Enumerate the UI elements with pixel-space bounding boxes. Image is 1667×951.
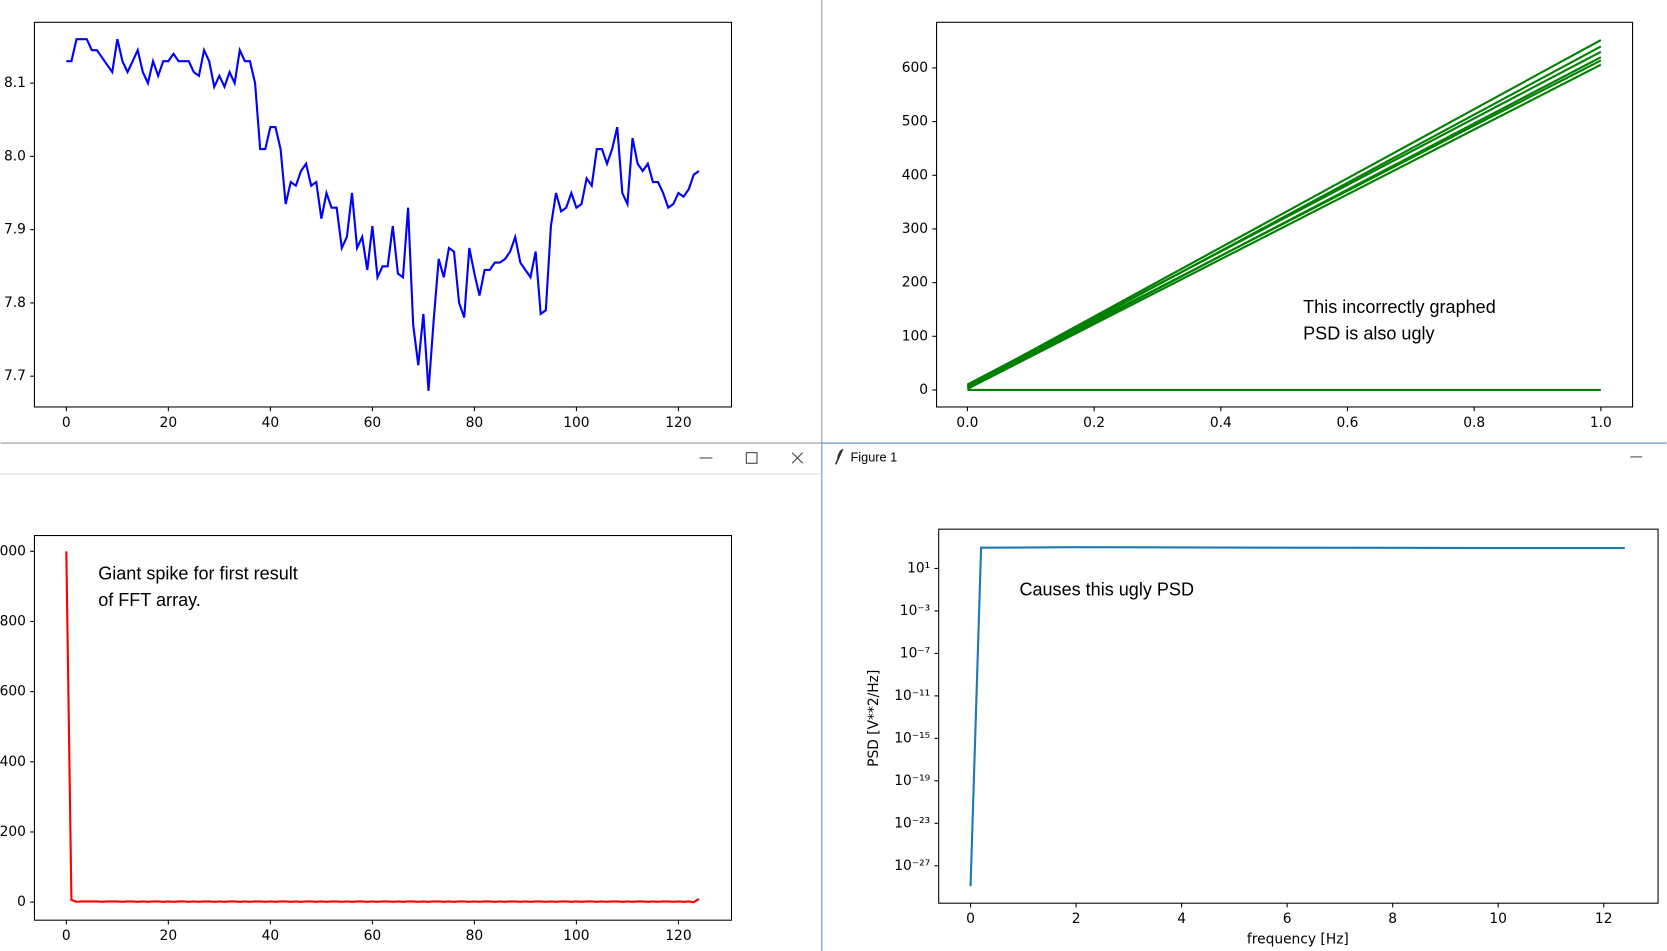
y-tick-label: 600 [902,60,928,76]
x-tick-label: 0.4 [1210,415,1232,431]
y-tick-label: 7.7 [4,368,26,384]
x-tick-label: 1.0 [1590,415,1612,431]
x-tick-label: 40 [262,415,280,431]
window-icon [834,448,844,465]
plot-frame [936,21,1634,408]
window-title: Figure 1 [851,449,898,464]
y-tick-label: 600 [0,684,26,700]
x-tick-label: 120 [665,415,691,431]
x-tick-label: 60 [364,928,382,944]
data-line [65,551,700,904]
x-tick-label: 80 [466,928,484,944]
close-button[interactable] [791,452,804,464]
data-line [966,50,1602,386]
y-tick-label: 200 [902,275,928,291]
x-tick-label: 20 [160,928,178,944]
y-tick-label: 400 [0,754,26,770]
y-tick-label: 10⁻¹⁹ [894,773,930,789]
annotation: Causes this ugly PSD [1019,580,1194,600]
x-tick-label: 120 [665,928,691,944]
data-line [966,63,1602,390]
y-tick-label: 7.8 [4,295,26,311]
x-tick-label: 0.6 [1337,415,1359,431]
x-tick-label: 100 [563,415,589,431]
title-bar [0,444,821,475]
plot-frame [33,21,733,408]
annotation: This incorrectly graphed [1303,297,1496,317]
y-tick-label: 1000 [0,543,26,559]
y-tick-label: 8.1 [4,75,26,91]
x-tick-label: 60 [364,415,382,431]
x-tick-label: 100 [563,928,589,944]
x-tick-label: 6 [1283,911,1292,927]
y-tick-label: 500 [902,114,928,130]
y-tick-label: 10⁻³ [900,603,930,619]
x-tick-label: 0.8 [1463,415,1485,431]
y-tick-label: 10¹ [907,560,930,576]
y-tick-label: 10⁻⁷ [900,645,930,661]
annotation: of FFT array. [98,590,201,610]
x-tick-label: 2 [1072,911,1081,927]
data-line [966,45,1602,389]
x-axis-label: frequency [Hz] [1247,931,1349,947]
y-tick-label: 0 [17,894,26,910]
y-tick-label: 300 [902,221,928,237]
y-tick-label: 8.0 [4,148,26,164]
x-tick-label: 0 [62,415,71,431]
maximize-button[interactable] [745,452,758,464]
x-tick-label: 8 [1388,911,1397,927]
x-tick-label: 10 [1489,911,1507,927]
x-tick-label: 0.0 [956,415,978,431]
y-tick-label: 0 [919,382,928,398]
y-tick-label: 200 [0,824,26,840]
x-tick-label: 12 [1595,911,1613,927]
x-tick-label: 4 [1177,911,1186,927]
y-tick-label: 800 [0,613,26,629]
data-line [969,546,1625,887]
data-line [966,59,1602,388]
plot-frame [33,535,733,921]
x-tick-label: 40 [262,928,280,944]
y-tick-label: 10⁻²³ [894,815,930,831]
y-tick-label: 7.9 [4,222,26,238]
y-tick-label: 10⁻²⁷ [894,858,930,874]
y-tick-label: 100 [902,328,928,344]
y-axis-label: PSD [V**2/Hz] [866,670,882,767]
y-tick-label: 10⁻¹⁵ [894,730,930,746]
data-line [66,38,700,391]
x-tick-label: 20 [160,415,178,431]
y-tick-label: 10⁻¹¹ [894,688,930,704]
x-tick-label: 0 [966,911,975,927]
annotation: Giant spike for first result [98,564,298,584]
x-tick-label: 0.2 [1083,415,1105,431]
annotation: PSD is also ugly [1303,323,1434,343]
y-tick-label: 400 [902,167,928,183]
x-tick-label: 0 [62,928,71,944]
x-tick-label: 80 [466,415,484,431]
plot-frame [938,528,1659,904]
